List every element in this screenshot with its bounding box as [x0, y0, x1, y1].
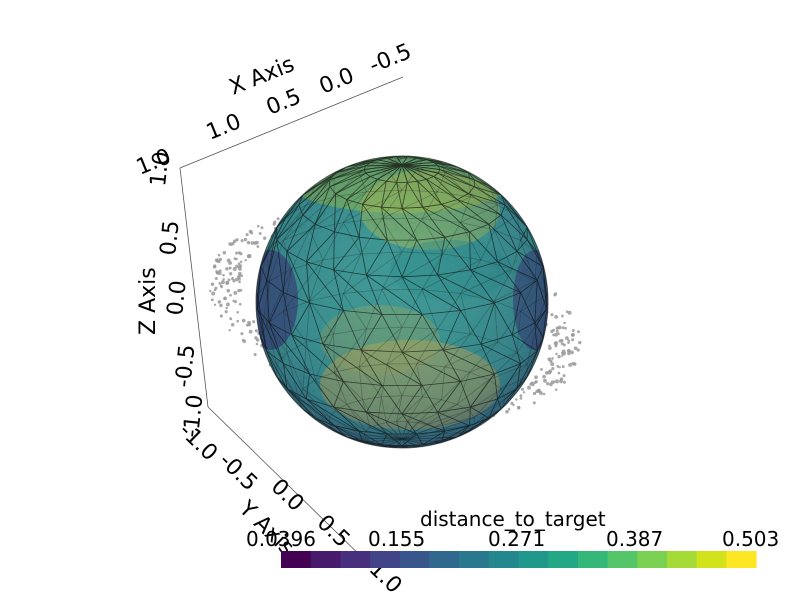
- colorbar-swatch: [518, 551, 549, 568]
- cube-axes: [179, 76, 404, 568]
- colorbar-swatch: [488, 551, 520, 568]
- colorbar-title: distance_to_target: [420, 507, 606, 531]
- z-tick: -0.5: [171, 343, 200, 388]
- x-tick: 0.5: [263, 84, 305, 120]
- colorbar-tick-label: 0.155: [368, 527, 426, 551]
- sphere-wireframe: [257, 156, 547, 448]
- z-axis-title: Z Axis: [136, 267, 161, 335]
- y-tick: 0.5: [312, 510, 355, 552]
- x-tick: 1.0: [203, 109, 245, 145]
- colorbar-tick-label: 0.271: [488, 527, 546, 551]
- x-axis-line: [179, 76, 404, 169]
- colorbar-swatch: [607, 551, 638, 568]
- colorbar-swatch: [548, 551, 579, 568]
- colorbar-swatch: [726, 551, 757, 568]
- y-tick: -0.5: [214, 448, 262, 496]
- colorbar-swatch: [577, 551, 609, 568]
- colorbar-swatch: [370, 551, 401, 568]
- z-tick: 1.0: [146, 150, 175, 187]
- colorbar-tick-label: 0.387: [606, 527, 664, 551]
- z-tick: 0.5: [156, 219, 185, 256]
- colorbar-tick-label: 0.503: [722, 527, 780, 551]
- z-tick: -1.0: [179, 393, 208, 438]
- z-tick: 0.0: [163, 279, 192, 316]
- colorbar-swatch: [310, 551, 341, 568]
- colorbar-swatch: [399, 551, 431, 568]
- colorbar-swatch: [459, 551, 490, 568]
- colorbar-swatch: [281, 551, 312, 568]
- colorbar-tick-label: 0.0396: [246, 527, 316, 551]
- colorbar-swatch: [637, 551, 668, 568]
- x-tick: -0.5: [366, 39, 415, 78]
- z-axis-labels: Z Axis 1.0 0.5 0.0 -0.5 -1.0: [136, 150, 208, 438]
- x-tick: 0.0: [316, 63, 358, 99]
- y-axis-line: [207, 406, 373, 568]
- colorbar-swatch: [429, 551, 460, 568]
- colored-sphere-mesh: [255, 155, 549, 449]
- y-axis-labels: Y Axis -1.0 -0.5 0.0 0.5 1.0: [174, 418, 407, 598]
- y-tick: 0.0: [266, 474, 309, 516]
- colorbar-swatch: [340, 551, 371, 568]
- colorbar-swatch: [666, 551, 698, 568]
- colorbar-swatch: [696, 551, 727, 568]
- scalar-colorbar: [281, 551, 757, 568]
- z-axis-line: [179, 167, 209, 408]
